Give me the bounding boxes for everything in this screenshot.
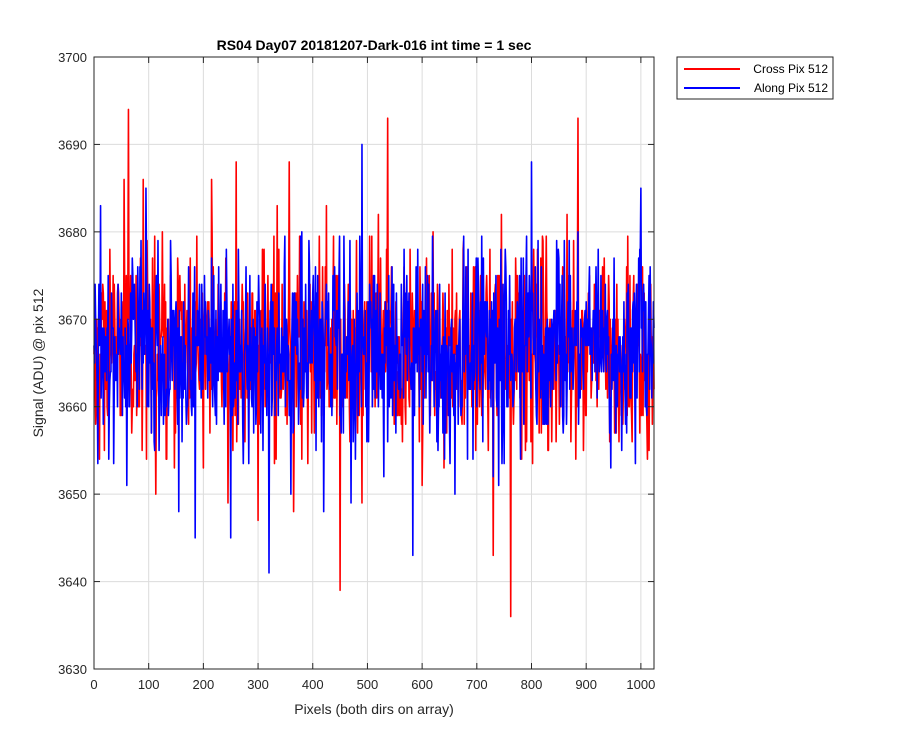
- legend-box: [676, 56, 834, 100]
- x-tick-label: 900: [575, 677, 597, 692]
- chart-title: RS04 Day07 20181207-Dark-016 int time = …: [217, 37, 532, 53]
- x-axis-label: Pixels (both dirs on array): [294, 701, 454, 717]
- x-tick-label: 500: [357, 677, 379, 692]
- series-layer: [93, 108, 655, 618]
- y-tick-label: 3640: [58, 575, 87, 590]
- y-tick-label: 3650: [58, 487, 87, 502]
- tick-marks: [93, 56, 654, 670]
- y-tick-label: 3670: [58, 312, 87, 327]
- legend-label-cross: Cross Pix 512: [753, 62, 828, 76]
- y-tick-label: 3690: [58, 137, 87, 152]
- x-tick-label: 700: [466, 677, 488, 692]
- x-tick-label: 100: [138, 677, 160, 692]
- x-tick-label: 300: [247, 677, 269, 692]
- legend: Cross Pix 512 Along Pix 512: [676, 56, 834, 100]
- y-tick-label: 3700: [58, 50, 87, 65]
- x-tick-label: 400: [302, 677, 324, 692]
- legend-label-along: Along Pix 512: [754, 81, 828, 95]
- series-line-along-pix-512: [93, 143, 655, 574]
- y-tick-label: 3680: [58, 225, 87, 240]
- x-tick-label: 600: [411, 677, 433, 692]
- x-tick-labels: 0 100 200 300 400 500 600 700 800 900 1000: [90, 677, 655, 692]
- x-tick-label: 1000: [626, 677, 655, 692]
- y-tick-labels: 3630 3640 3650 3660 3670 3680 3690 3700: [58, 50, 87, 677]
- axes-box: [93, 56, 655, 670]
- x-tick-label: 200: [193, 677, 215, 692]
- y-axis-label: Signal (ADU) @ pix 512: [30, 288, 46, 437]
- x-tick-label: 0: [90, 677, 97, 692]
- x-tick-label: 800: [521, 677, 543, 692]
- y-tick-label: 3660: [58, 400, 87, 415]
- y-tick-label: 3630: [58, 662, 87, 677]
